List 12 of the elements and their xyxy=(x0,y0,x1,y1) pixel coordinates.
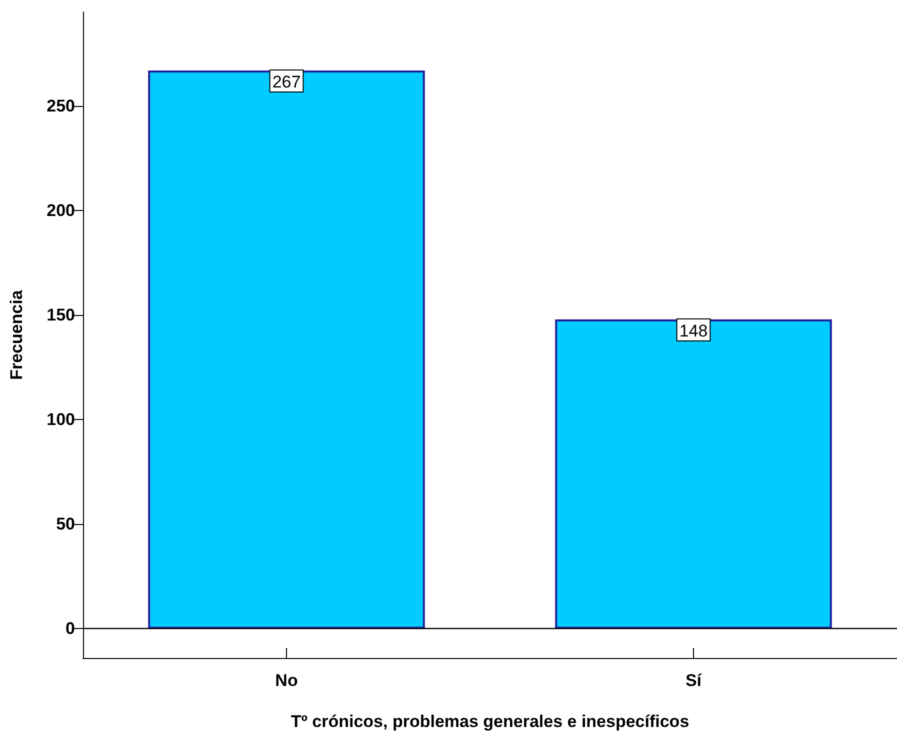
y-axis-title: Frecuencia xyxy=(7,290,26,380)
x-axis-title: Tº crónicos, problemas generales e inespecíficos xyxy=(290,712,690,731)
data-label: 267 xyxy=(272,72,301,92)
y-tick-label: 50 xyxy=(56,514,75,534)
x-tick-label: Sí xyxy=(685,671,703,690)
y-tick-label: 0 xyxy=(66,619,75,638)
y-tick-label: 200 xyxy=(46,201,75,220)
y-tick-label: 150 xyxy=(46,306,75,325)
y-tick-label: 100 xyxy=(46,410,75,430)
x-tick-label: No xyxy=(275,671,298,690)
y-tick-label: 250 xyxy=(46,96,75,116)
data-label: 148 xyxy=(679,321,708,340)
